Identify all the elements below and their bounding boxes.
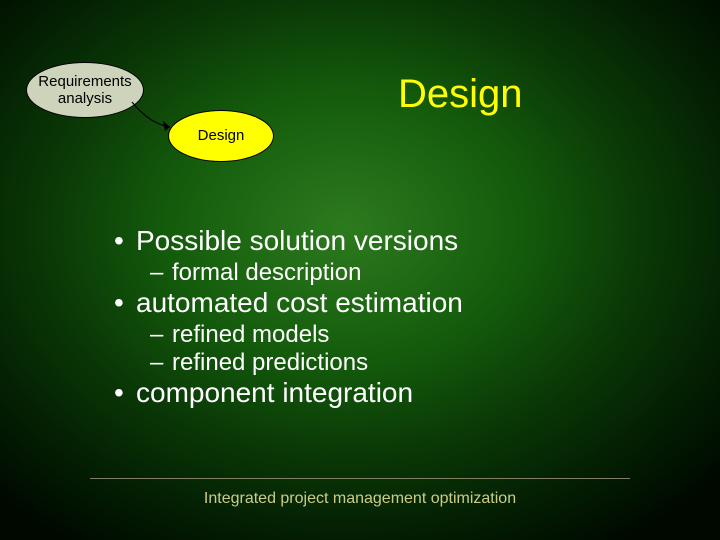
design-node: Design	[168, 110, 274, 162]
bullet-level1: Possible solution versions	[110, 225, 670, 257]
slide-title: Design	[398, 72, 523, 117]
bullet-level2: refined models	[110, 321, 670, 349]
bullet-level2: formal description	[110, 259, 670, 287]
divider	[90, 478, 630, 479]
requirements-analysis-label: Requirementsanalysis	[38, 73, 131, 108]
bullet-level1: component integration	[110, 377, 670, 409]
bullet-level1: automated cost estimation	[110, 287, 670, 319]
design-node-label: Design	[198, 127, 245, 144]
bullet-level2: refined predictions	[110, 349, 670, 377]
requirements-analysis-node: Requirementsanalysis	[26, 62, 144, 118]
bullet-list: Possible solution versionsformal descrip…	[110, 225, 670, 411]
slide: Requirementsanalysis Design Design Possi…	[0, 0, 720, 540]
footer-text: Integrated project management optimizati…	[0, 490, 720, 508]
